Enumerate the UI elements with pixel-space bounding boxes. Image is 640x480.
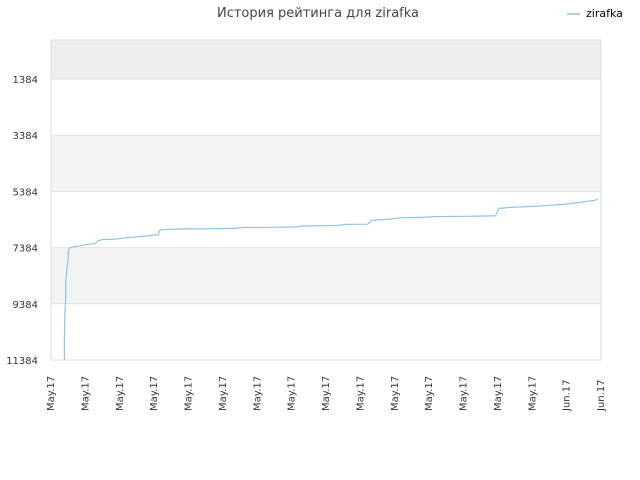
plot-background-bands xyxy=(51,40,601,360)
x-tick-label: May.17 xyxy=(459,376,470,411)
plot-band xyxy=(51,191,601,248)
x-tick-label: Jun.17 xyxy=(562,379,573,412)
x-tick-label: May.17 xyxy=(46,376,57,411)
x-tick-label: May.17 xyxy=(218,376,229,411)
x-tick-label: May.17 xyxy=(115,376,126,411)
plot-band xyxy=(51,79,601,136)
x-tick-label: May.17 xyxy=(149,376,160,411)
x-tick-label: May.17 xyxy=(527,376,538,411)
legend-label-zirafka: zirafka xyxy=(586,7,623,20)
x-tick-label: May.17 xyxy=(184,376,195,411)
x-tick-label: May.17 xyxy=(287,376,298,411)
y-axis-ticks: 1384 3384 5384 7384 9384 11384 xyxy=(6,75,38,367)
x-tick-label: May.17 xyxy=(493,376,504,411)
x-tick-label: May.17 xyxy=(252,376,263,411)
x-tick-label: May.17 xyxy=(80,376,91,411)
x-axis-ticks: May.17 May.17 May.17 May.17 May.17 May.17 May.… xyxy=(46,376,607,412)
y-tick-label: 5384 xyxy=(13,187,38,198)
x-tick-label: May.17 xyxy=(424,376,435,411)
y-tick-label: 1384 xyxy=(13,75,38,86)
plot-band xyxy=(51,40,601,79)
legend[interactable]: zirafka xyxy=(567,7,623,20)
x-tick-label: Jun.17 xyxy=(596,379,607,412)
plot-band xyxy=(51,303,601,360)
y-tick-label: 7384 xyxy=(13,244,38,255)
y-tick-label: 11384 xyxy=(6,356,38,367)
series-layer xyxy=(63,198,598,360)
x-tick-label: May.17 xyxy=(390,376,401,411)
plot-band xyxy=(51,135,601,192)
plot-band xyxy=(51,247,601,304)
series-line-zirafka xyxy=(63,198,598,360)
y-tick-label: 9384 xyxy=(13,300,38,311)
y-tick-label: 3384 xyxy=(13,131,38,142)
plot-border xyxy=(50,39,602,361)
x-tick-label: May.17 xyxy=(355,376,366,411)
chart-title: История рейтинга для zirafka xyxy=(217,6,419,21)
x-tick-label: May.17 xyxy=(321,376,332,411)
